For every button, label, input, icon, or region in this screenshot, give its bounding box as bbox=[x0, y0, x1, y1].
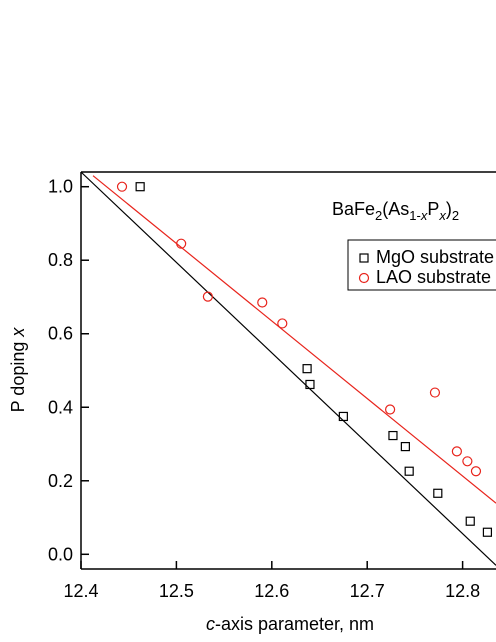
y-tick-label: 0.0 bbox=[48, 544, 73, 564]
point bbox=[176, 238, 187, 249]
legend-box bbox=[347, 239, 496, 291]
point bbox=[257, 297, 268, 308]
point bbox=[385, 404, 396, 415]
x-tick-label: 12.4 bbox=[63, 581, 98, 601]
y-label-part: x bbox=[8, 327, 28, 338]
point bbox=[277, 318, 288, 329]
point bbox=[305, 379, 315, 390]
x-axis-label: c-axis parameter, nm bbox=[206, 614, 374, 634]
annotation-part: P bbox=[427, 199, 439, 219]
annotation-part: (As bbox=[382, 199, 409, 219]
legend-label: MgO substrate bbox=[376, 247, 494, 267]
point bbox=[482, 527, 493, 537]
annotation-part: x bbox=[438, 208, 446, 223]
legend-marker bbox=[359, 253, 369, 263]
y-tick-label: 0.4 bbox=[48, 397, 73, 417]
point bbox=[116, 181, 128, 192]
x-tick-label: 12.6 bbox=[254, 581, 289, 601]
x-label-part: c bbox=[206, 614, 215, 634]
point bbox=[302, 364, 312, 374]
point bbox=[135, 182, 145, 192]
point bbox=[338, 411, 348, 422]
point bbox=[462, 456, 473, 467]
y-tick-label: 0.6 bbox=[48, 324, 73, 344]
point bbox=[202, 291, 213, 302]
point bbox=[429, 387, 441, 398]
annotation-part: 2 bbox=[375, 208, 382, 223]
annotation-part: x bbox=[420, 208, 428, 223]
y-tick-label: 1.0 bbox=[48, 177, 73, 197]
y-label-part: P doping bbox=[8, 337, 28, 413]
point bbox=[388, 430, 398, 441]
legend-marker bbox=[358, 272, 370, 284]
fit-line bbox=[92, 175, 496, 504]
point bbox=[404, 466, 414, 476]
y-tick-label: 0.2 bbox=[48, 471, 73, 491]
y-tick-label: 0.8 bbox=[48, 250, 73, 270]
point bbox=[470, 466, 482, 477]
x-tick-label: 12.7 bbox=[350, 581, 385, 601]
y-axis-label: P doping x bbox=[8, 327, 28, 413]
point bbox=[400, 441, 410, 452]
x-tick-label: 12.5 bbox=[159, 581, 194, 601]
point bbox=[465, 516, 475, 526]
fit-line bbox=[80, 171, 496, 566]
x-label-part: -axis parameter, nm bbox=[215, 614, 374, 634]
point bbox=[451, 446, 462, 457]
annotation-part: 1- bbox=[409, 208, 421, 223]
legend-label: LAO substrate bbox=[376, 267, 491, 287]
x-tick-label: 12.8 bbox=[445, 581, 480, 601]
annotation-part: ) bbox=[446, 199, 452, 219]
annotation-part: BaFe bbox=[332, 199, 375, 219]
point bbox=[433, 488, 443, 498]
annotation: BaFe2(As1-xPx)2 bbox=[332, 199, 459, 223]
annotation-part: 2 bbox=[452, 208, 459, 223]
